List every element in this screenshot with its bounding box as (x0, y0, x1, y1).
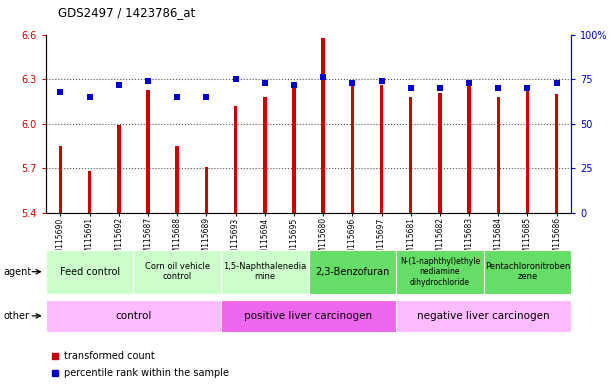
Bar (351, 84, 354, 213)
Bar (484, 250, 571, 294)
Text: control: control (115, 311, 152, 321)
Text: Corn oil vehicle
control: Corn oil vehicle control (145, 262, 210, 281)
Bar (221, 300, 396, 332)
Text: 2,3-Benzofuran: 2,3-Benzofuran (315, 266, 390, 277)
Text: percentile rank within the sample: percentile rank within the sample (64, 368, 229, 378)
Bar (88, 171, 92, 213)
Text: N-(1-naphthyl)ethyle
nediamine
dihydrochloride: N-(1-naphthyl)ethyle nediamine dihydroch… (400, 257, 480, 286)
Bar (133, 250, 221, 294)
Bar (497, 97, 500, 213)
Bar (205, 167, 208, 213)
Text: Feed control: Feed control (59, 266, 120, 277)
Bar (396, 250, 484, 294)
Bar (321, 38, 325, 213)
Text: positive liver carcinogen: positive liver carcinogen (244, 311, 373, 321)
Bar (146, 89, 150, 213)
Bar (525, 91, 529, 213)
Bar (221, 250, 309, 294)
Bar (234, 106, 237, 213)
Bar (117, 125, 120, 213)
Bar (263, 97, 266, 213)
Bar (555, 94, 558, 213)
Bar (438, 93, 442, 213)
Bar (409, 97, 412, 213)
Text: 1,5-Naphthalenedia
mine: 1,5-Naphthalenedia mine (223, 262, 306, 281)
Bar (292, 84, 296, 213)
Bar (467, 84, 471, 213)
Text: other: other (3, 311, 29, 321)
Text: transformed count: transformed count (64, 351, 155, 361)
Bar (46, 300, 221, 332)
Bar (380, 85, 383, 213)
Text: GDS2497 / 1423786_at: GDS2497 / 1423786_at (58, 6, 196, 19)
Bar (175, 146, 179, 213)
Text: negative liver carcinogen: negative liver carcinogen (417, 311, 550, 321)
Bar (396, 300, 571, 332)
Text: Pentachloronitroben
zene: Pentachloronitroben zene (485, 262, 570, 281)
Text: agent: agent (3, 266, 31, 277)
Bar (59, 146, 62, 213)
Bar (46, 250, 133, 294)
Bar (309, 250, 396, 294)
